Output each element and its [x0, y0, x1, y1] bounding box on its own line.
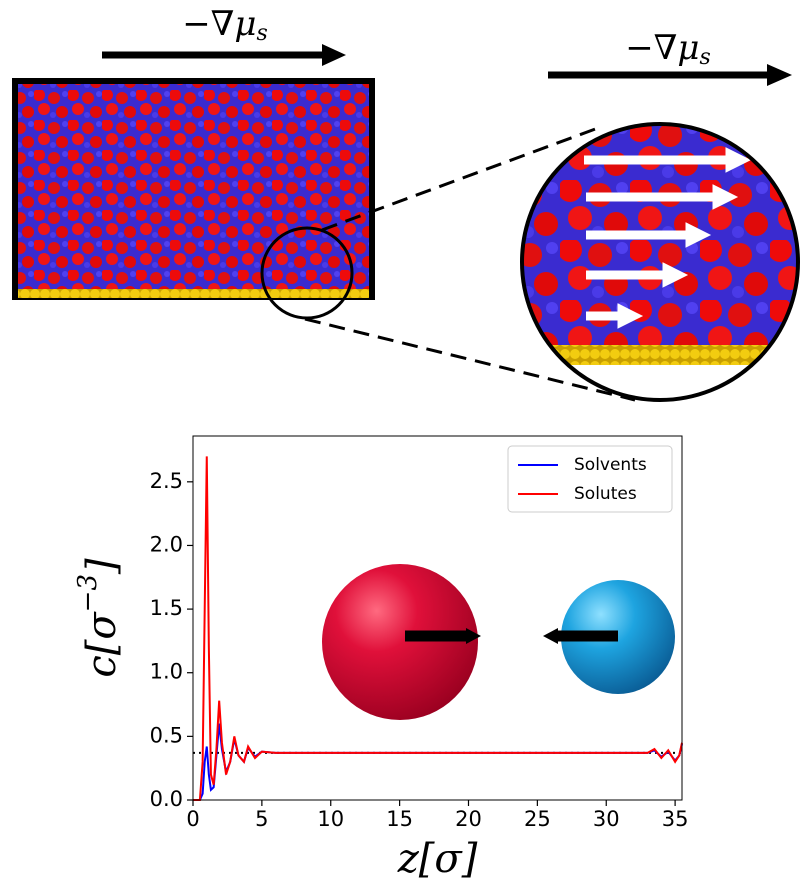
- flow-arrow-head: [725, 147, 752, 173]
- x-tick-label: 35: [662, 807, 689, 831]
- solute-sphere: [322, 564, 478, 720]
- force-arrow-head: [466, 628, 481, 644]
- y-tick-label: 1.5: [150, 596, 183, 620]
- gradient-label: −∇μs: [182, 4, 268, 46]
- simulation-box: [12, 78, 375, 300]
- flow-arrow-head: [685, 222, 712, 248]
- wall: [522, 345, 798, 365]
- x-axis-label: z[σ]: [397, 836, 478, 882]
- y-tick-label: 2.5: [150, 469, 183, 493]
- legend-label: Solutes: [574, 484, 637, 504]
- flow-arrows: [584, 147, 752, 329]
- y-tick-label: 0.5: [150, 723, 183, 747]
- arrow-head: [322, 44, 346, 66]
- series-line: [193, 456, 683, 801]
- y-tick-label: 0.0: [150, 787, 183, 811]
- legend: [507, 445, 673, 513]
- plot-frame: [192, 435, 683, 801]
- y-tick-label: 2.0: [150, 532, 183, 556]
- x-tick-label: 20: [455, 807, 482, 831]
- flow-arrow-head: [617, 303, 644, 329]
- flow-arrow-head: [712, 184, 739, 210]
- flow-arrow-head: [662, 262, 689, 288]
- zoom-circle: [520, 122, 800, 402]
- zoom-line: [304, 317, 636, 402]
- wall: [18, 289, 369, 298]
- y-axis-label-part: −3: [73, 574, 103, 612]
- x-tick-label: 30: [593, 807, 620, 831]
- legend-label: Solvents: [574, 455, 647, 475]
- illustration: −∇μs −∇μs: [12, 4, 800, 402]
- chart: 0.0 0.5 1.0 1.5 2.0 2.5 0 5 10 15 20 25 30 35 z[σ] c[σ−…: [73, 435, 689, 882]
- x-tick-label: 0: [186, 807, 199, 831]
- y-axis-label-part: ]: [79, 558, 125, 575]
- y-axis-label-part: c[σ: [79, 611, 125, 678]
- x-tick-label: 25: [524, 807, 551, 831]
- force-arrow-head: [543, 628, 558, 644]
- x-tick-label: 5: [255, 807, 268, 831]
- y-axis-label: c[σ−3]: [73, 558, 125, 678]
- arrow-head: [767, 64, 792, 86]
- gradient-label: −∇μs: [625, 28, 711, 70]
- x-tick-label: 10: [317, 807, 344, 831]
- y-tick-label: 1.0: [150, 660, 183, 684]
- x-tick-label: 15: [386, 807, 413, 831]
- zoom-content: [522, 124, 798, 400]
